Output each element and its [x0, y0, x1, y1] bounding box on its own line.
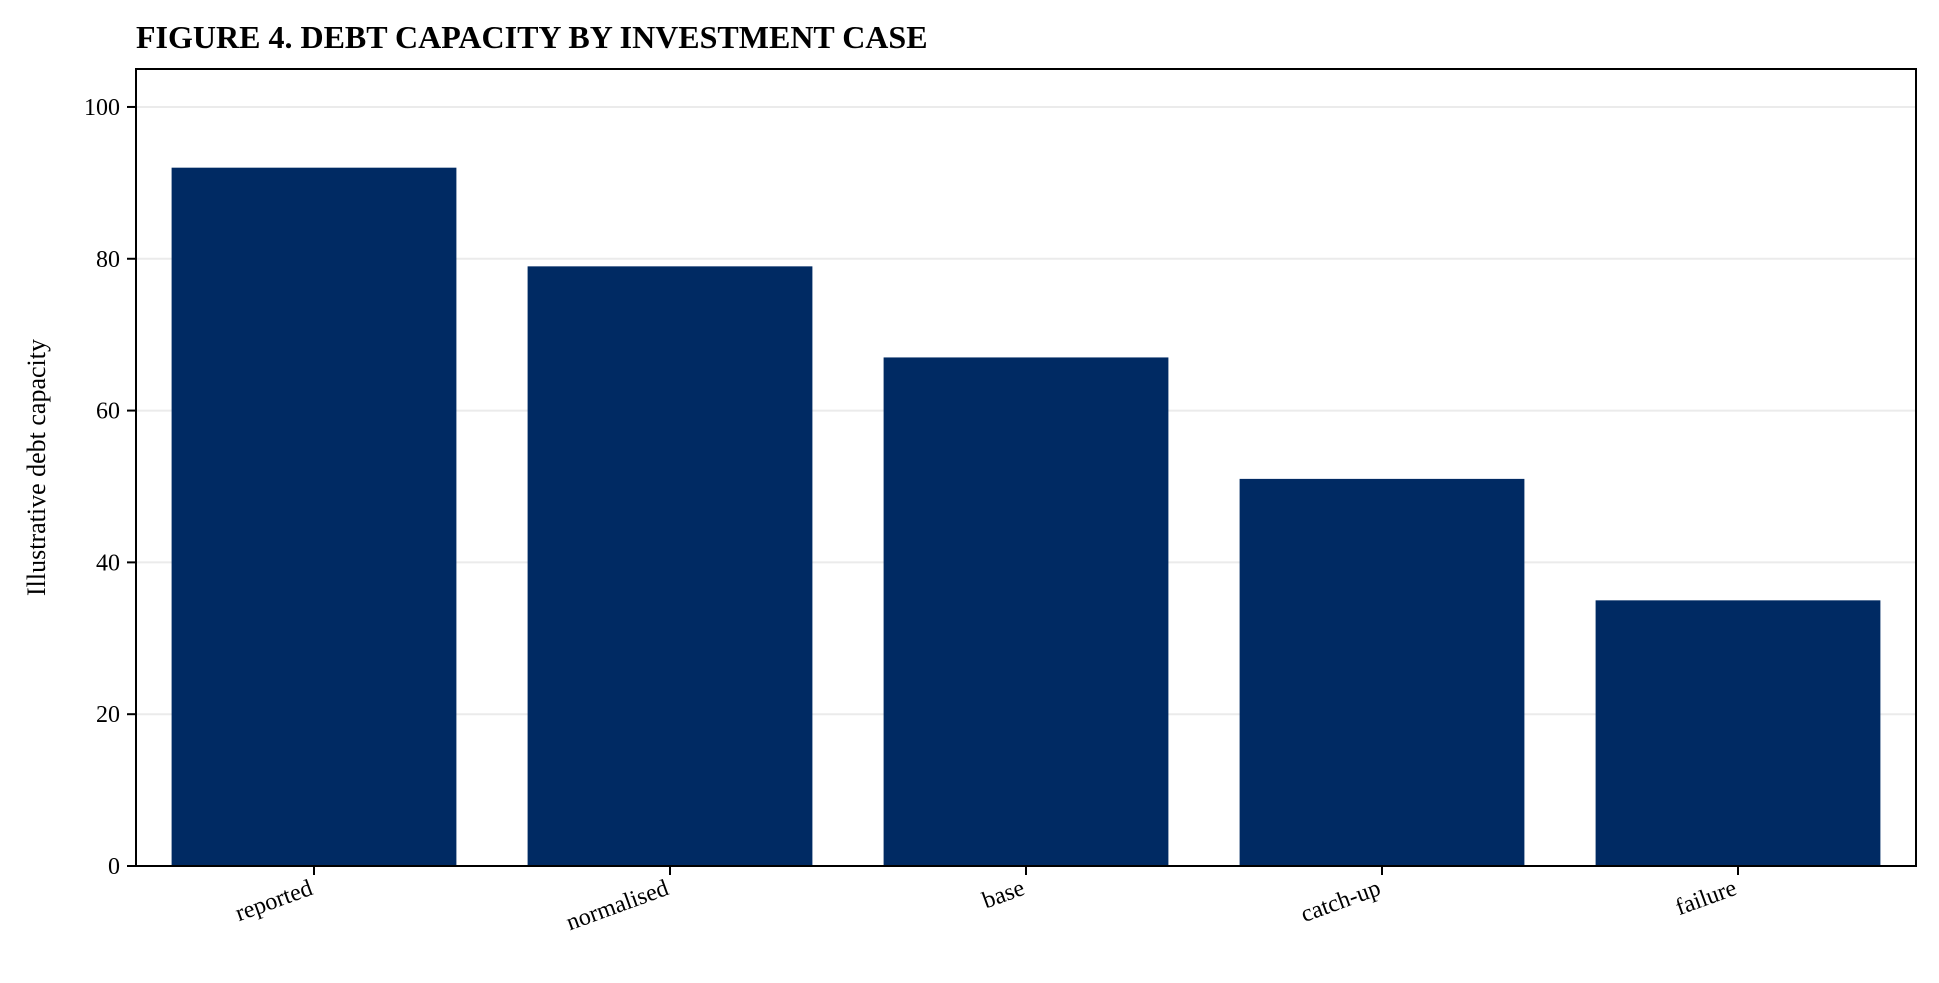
y-tick-label: 60 [96, 399, 120, 425]
y-tick-label: 80 [96, 247, 120, 273]
x-tick-label: catch-up [1298, 875, 1385, 928]
x-axis-ticks: reported normalised base catch-up failure [232, 866, 1740, 936]
y-tick-label: 40 [96, 550, 120, 576]
chart-title: FIGURE 4. DEBT CAPACITY BY INVESTMENT CA… [136, 19, 928, 55]
bar-reported [171, 167, 457, 866]
bar-base [883, 357, 1169, 866]
bar-failure [1595, 600, 1881, 866]
x-tick-label: failure [1672, 875, 1740, 921]
y-tick-label: 0 [108, 854, 120, 880]
bar-normalised [527, 266, 813, 866]
y-axis-label: Illustrative debt capacity [22, 339, 51, 596]
y-axis-ticks: 0 20 40 60 80 100 [84, 95, 136, 880]
y-tick-label: 100 [84, 95, 120, 121]
bars [171, 167, 1881, 866]
x-tick-label: base [979, 875, 1028, 914]
x-tick-label: normalised [563, 875, 672, 936]
y-tick-label: 20 [96, 702, 120, 728]
x-tick-label: reported [232, 875, 316, 927]
bar-catch-up [1239, 478, 1525, 866]
